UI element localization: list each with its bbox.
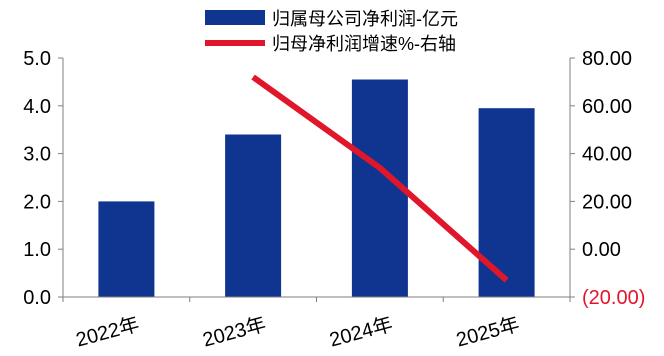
x-tick-label: 2025年 [454, 313, 522, 352]
left-tick-label: 5.0 [23, 48, 51, 70]
right-tick-label: 60.00 [582, 96, 632, 118]
x-tick-label: 2023年 [200, 313, 268, 352]
x-tick-label: 2022年 [73, 313, 141, 352]
left-tick-label: 3.0 [23, 144, 51, 166]
right-tick-label: 80.00 [582, 48, 632, 70]
legend-bar-label: 归属母公司净利润-亿元 [272, 9, 458, 29]
x-tick-label: 2024年 [327, 313, 395, 352]
left-tick-label: 1.0 [23, 239, 51, 261]
left-tick-label: 0.0 [23, 287, 51, 309]
right-tick-label: 0.00 [582, 239, 621, 261]
growth-line [251, 74, 509, 283]
left-tick-label: 4.0 [23, 96, 51, 118]
legend-line-label: 归母净利润增速%-右轴 [272, 34, 456, 54]
line-series [251, 74, 509, 283]
left-axis-ticks: 0.0 1.0 2.0 3.0 4.0 5.0 [23, 48, 63, 309]
bar-2 [225, 134, 282, 297]
legend-bar-swatch [205, 10, 265, 25]
x-axis-ticks: 2022年 2023年 2024年 2025年 [62, 297, 571, 352]
right-tick-label: 40.00 [582, 144, 632, 166]
bar-1 [98, 201, 155, 297]
bar-series [98, 79, 535, 297]
right-axis-ticks: (20.00) 0.00 20.00 40.00 60.00 80.00 [570, 48, 645, 309]
right-tick-label: 20.00 [582, 191, 632, 213]
bar-4 [478, 108, 535, 297]
left-tick-label: 2.0 [23, 191, 51, 213]
right-tick-label: (20.00) [582, 287, 645, 309]
